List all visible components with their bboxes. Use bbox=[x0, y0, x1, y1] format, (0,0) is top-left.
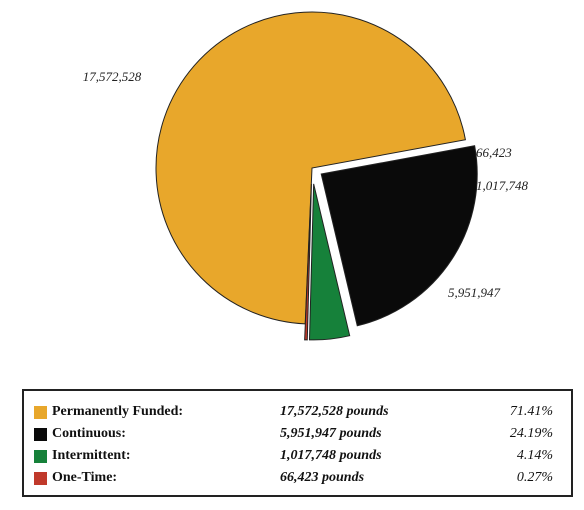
pie-slices bbox=[155, 11, 478, 341]
legend-row-permanently-funded: Permanently Funded: 17,572,528 pounds 71… bbox=[34, 401, 561, 423]
legend-label: Continuous: bbox=[52, 426, 126, 441]
legend-percent: 0.27% bbox=[516, 470, 553, 485]
legend-row-one-time: One-Time: 66,423 pounds 0.27% bbox=[34, 467, 561, 489]
slice-value-label: 17,572,528 bbox=[83, 69, 142, 84]
slice-value-label: 66,423 bbox=[476, 145, 512, 160]
legend-percent: 71.41% bbox=[509, 404, 553, 419]
legend-amount: 5,951,947 pounds bbox=[280, 426, 382, 441]
legend-label: Intermittent: bbox=[52, 448, 131, 463]
legend-swatch bbox=[34, 471, 47, 485]
legend-swatch bbox=[34, 405, 47, 419]
legend-amount: 17,572,528 pounds bbox=[280, 404, 389, 419]
legend-swatch bbox=[34, 449, 47, 463]
legend-row-intermittent: Intermittent: 1,017,748 pounds 4.14% bbox=[34, 445, 561, 467]
legend-swatch bbox=[34, 427, 47, 441]
legend-label: Permanently Funded: bbox=[52, 404, 184, 419]
slice-value-label: 5,951,947 bbox=[448, 285, 501, 300]
pie-slice-one-time bbox=[304, 183, 312, 341]
pie-slice-intermittent bbox=[308, 183, 351, 341]
slice-value-label: 1,017,748 bbox=[476, 178, 529, 193]
legend-amount: 1,017,748 pounds bbox=[280, 448, 382, 463]
pie-slice-continuous bbox=[320, 145, 478, 327]
legend-percent: 24.19% bbox=[509, 426, 553, 441]
pie-slice-labels: 17,572,528 5,951,947 1,017,748 66,423 bbox=[83, 69, 529, 300]
legend-label: One-Time: bbox=[52, 470, 118, 485]
legend-amount: 66,423 pounds bbox=[280, 470, 365, 485]
pie-chart: 17,572,528 5,951,947 1,017,748 66,423 bbox=[83, 11, 529, 341]
chart-legend: Permanently Funded: 17,572,528 pounds 71… bbox=[22, 389, 573, 497]
legend-percent: 4.14% bbox=[516, 448, 553, 463]
legend-row-continuous: Continuous: 5,951,947 pounds 24.19% bbox=[34, 423, 561, 445]
pie-slice-permanently-funded bbox=[155, 11, 467, 325]
